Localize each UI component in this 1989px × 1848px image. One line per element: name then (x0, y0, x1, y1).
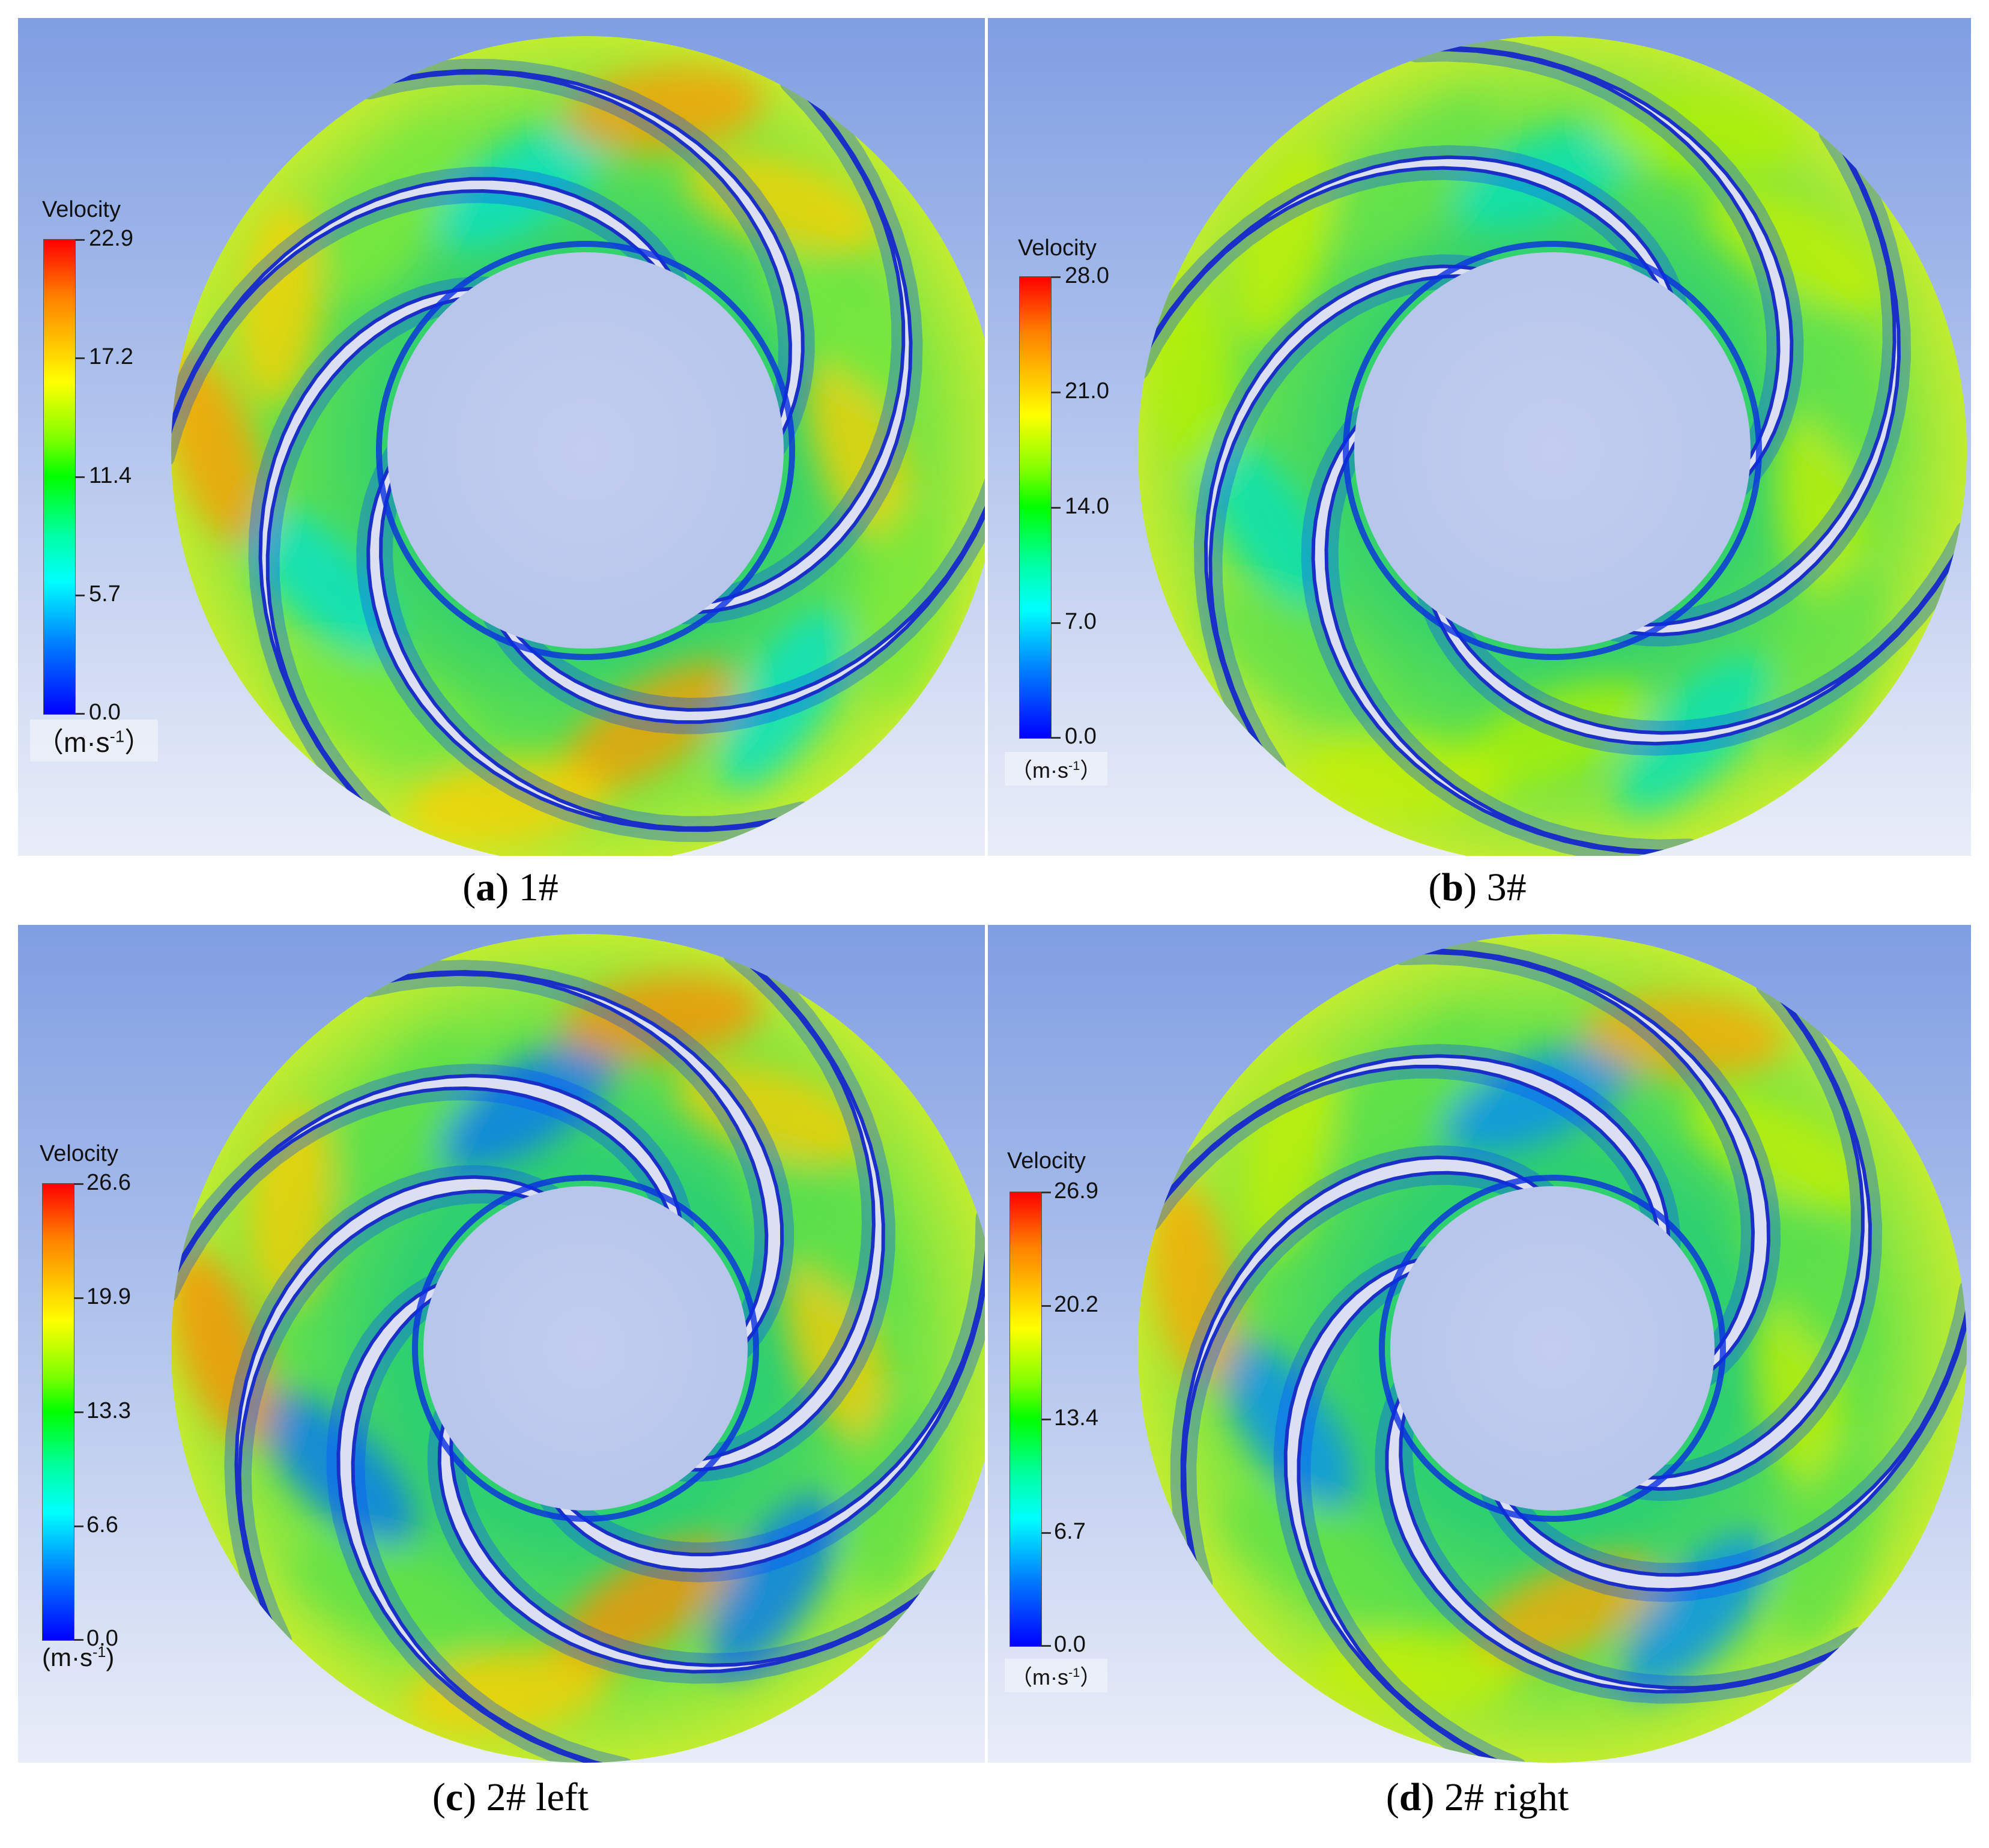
caption-c: (c) 2# left (432, 1775, 589, 1819)
tick-label: 26.9 (1054, 1178, 1098, 1204)
unit-label: （m·s-1） (1005, 752, 1108, 786)
tick-mark (1041, 1419, 1051, 1420)
tick-mark (75, 595, 85, 596)
impeller-blade (171, 177, 683, 458)
tick-label: 13.4 (1054, 1405, 1098, 1431)
impeller-blade (1138, 155, 1681, 371)
tick-label: 20.2 (1054, 1292, 1098, 1317)
tick-label: 7.0 (1065, 609, 1097, 634)
velocity-contour-plot (988, 925, 1971, 1763)
tick-mark (1051, 737, 1061, 739)
legend-title: Velocity (40, 1141, 118, 1166)
tick-label: 0.0 (86, 1626, 118, 1651)
tick-mark (1051, 507, 1061, 509)
color-scale-bar (42, 1183, 74, 1641)
color-scale-bar (1010, 1192, 1042, 1647)
impeller-hub (387, 252, 784, 649)
tick-label: 13.3 (86, 1398, 131, 1423)
velocity-contour-plot (18, 18, 985, 856)
tick-label: 14.0 (1065, 494, 1109, 519)
tick-label: 0.0 (1065, 724, 1097, 749)
tick-label: 0.0 (1054, 1632, 1086, 1657)
tick-mark (1041, 1305, 1051, 1307)
tick-label: 26.6 (86, 1170, 131, 1195)
unit-label: （m·s-1） (30, 720, 159, 762)
tick-mark (74, 1639, 83, 1641)
caption-d: (d) 2# right (1385, 1775, 1569, 1819)
velocity-contour-plot (18, 925, 985, 1763)
color-scale-bar (43, 239, 76, 715)
legend-title: Velocity (42, 197, 121, 222)
impeller-blade (336, 1276, 625, 1763)
impeller-hub (423, 1186, 748, 1510)
tick-label: 11.4 (89, 463, 132, 488)
caption-b: (b) 3# (1428, 865, 1527, 909)
tick-mark (1041, 1645, 1051, 1647)
tick-label: 19.9 (86, 1284, 131, 1309)
contour-panel-2-right: Velocity 26.9 20.2 13.4 6.7 0.0 （m·s-1） (988, 925, 1971, 1763)
contour-panel-2-left: Velocity 26.6 19.9 13.3 6.6 0.0 (m·s-1) (18, 925, 985, 1763)
tick-mark (74, 1183, 83, 1185)
tick-label: 5.7 (89, 581, 121, 607)
contour-panel-1: Velocity 22.9 17.2 11.4 5.7 0.0 （m·s-1） (18, 18, 985, 856)
tick-mark (1051, 622, 1061, 624)
tick-label: 6.7 (1054, 1519, 1086, 1544)
unit-label: （m·s-1） (1005, 1659, 1108, 1692)
tick-mark (74, 1525, 83, 1527)
impeller-blade (171, 1074, 685, 1293)
tick-label: 6.6 (86, 1512, 118, 1537)
tick-mark (1041, 1192, 1051, 1193)
impeller-hub (1354, 252, 1751, 649)
impeller-blade (488, 443, 985, 724)
tick-mark (75, 713, 85, 715)
tick-mark (1041, 1532, 1051, 1534)
legend-title: Velocity (1018, 235, 1097, 261)
contour-panel-3: Velocity 28.0 21.0 14.0 7.0 0.0 （m·s-1） (988, 18, 1971, 856)
impeller-blade (1487, 1288, 1967, 1592)
tick-label: 21.0 (1065, 378, 1109, 404)
unit-label: (m·s-1) (42, 1643, 115, 1671)
tick-mark (1051, 276, 1061, 278)
tick-label: 17.2 (89, 344, 133, 369)
tick-mark (75, 357, 85, 359)
tick-mark (75, 239, 85, 241)
impeller-blade (545, 1216, 985, 1572)
tick-label: 28.0 (1065, 263, 1109, 288)
tick-label: 22.9 (89, 226, 133, 251)
caption-a: (a) 1# (462, 865, 559, 909)
impeller-blade (1424, 530, 1967, 746)
tick-mark (74, 1411, 83, 1413)
velocity-contour-plot (988, 18, 1971, 856)
tick-mark (74, 1297, 83, 1299)
tick-mark (1051, 392, 1061, 393)
color-scale-bar (1019, 276, 1052, 739)
impeller-hub (1390, 1186, 1715, 1510)
impeller-blade (1283, 1255, 1518, 1763)
legend-title: Velocity (1007, 1148, 1086, 1174)
tick-mark (75, 476, 85, 478)
